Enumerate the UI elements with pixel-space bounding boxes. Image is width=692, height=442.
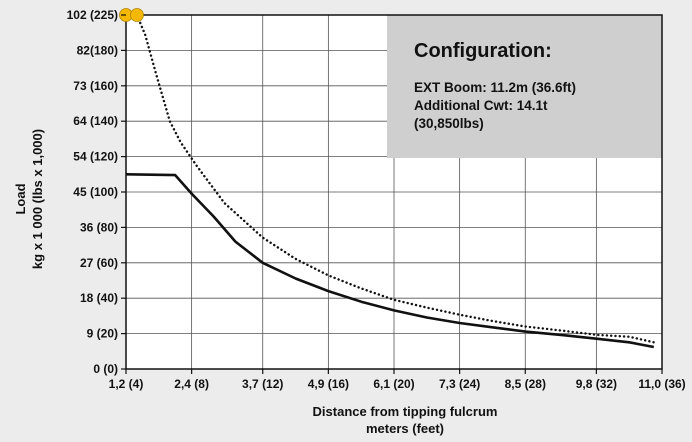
y-tick-label: 82(180) [77,43,118,57]
x-tick-label: 7,3 (24) [439,377,480,391]
x-tick-label: 9,8 (32) [576,377,617,391]
x-tick-label: 8,5 (28) [505,377,546,391]
x-axis-title-line2: meters (feet) [366,421,444,436]
series-group [125,13,655,349]
y-tick-label: 9 (20) [87,327,118,341]
configuration-box [387,15,662,158]
configuration-boom: EXT Boom: 11.2m (36.6ft) [414,80,576,95]
x-tick-label: 6,1 (20) [373,377,414,391]
solid-load-curve [125,173,655,349]
y-tick-label: 73 (160) [73,79,118,93]
y-tick-label: 27 (60) [80,256,118,270]
y-axis-ticks: 0 (0) 9 (20) 18 (40) 27 (60) 36 (80) 45 (100)… [67,8,126,376]
configuration-counterweight-lbs: (30,850lbs) [414,116,484,131]
y-tick-label: 64 (140) [73,114,118,128]
x-tick-label: 3,7 (12) [242,377,283,391]
dotted-load-curve [135,13,655,344]
y-tick-label: 102 (225) [67,8,118,22]
x-axis-ticks: 1,2 (4) 2,4 (8) 3,7 (12) 4,9 (16) 6,1 (20) 7,… [109,369,686,391]
y-tick-label: 0 (0) [93,362,118,376]
y-tick-label: 54 (120) [73,150,118,164]
max-capacity-marker [119,8,144,22]
y-tick-label: 36 (80) [80,220,118,234]
y-axis-title-line1: Load [13,183,28,214]
x-tick-label: 2,4 (8) [174,377,209,391]
y-tick-label: 45 (100) [73,185,118,199]
x-tick-label: 4,9 (16) [308,377,349,391]
configuration-title: Configuration: [414,40,552,62]
x-axis-title-line1: Distance from tipping fulcrum [313,404,498,419]
max-capacity-dot [130,8,144,22]
y-axis-title-line2: kg x 1 000 (lbs x 1,000) [30,129,45,269]
configuration-counterweight: Additional Cwt: 14.1t [414,98,548,113]
x-tick-label: 1,2 (4) [109,377,144,391]
x-tick-label: 11,0 (36) [638,377,685,391]
y-tick-label: 18 (40) [80,291,118,305]
